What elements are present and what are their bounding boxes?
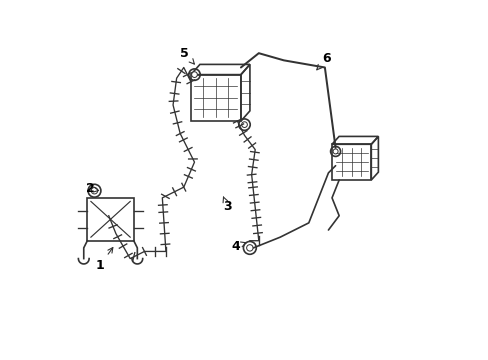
Circle shape	[241, 122, 247, 127]
Text: 5: 5	[180, 47, 194, 64]
Circle shape	[332, 149, 337, 154]
Text: 6: 6	[316, 52, 330, 70]
Circle shape	[246, 245, 253, 251]
Circle shape	[91, 188, 98, 194]
Text: 3: 3	[223, 197, 231, 213]
Text: 2: 2	[85, 183, 99, 195]
Circle shape	[191, 72, 197, 77]
Text: 1: 1	[95, 248, 113, 272]
Text: 4: 4	[231, 240, 246, 253]
